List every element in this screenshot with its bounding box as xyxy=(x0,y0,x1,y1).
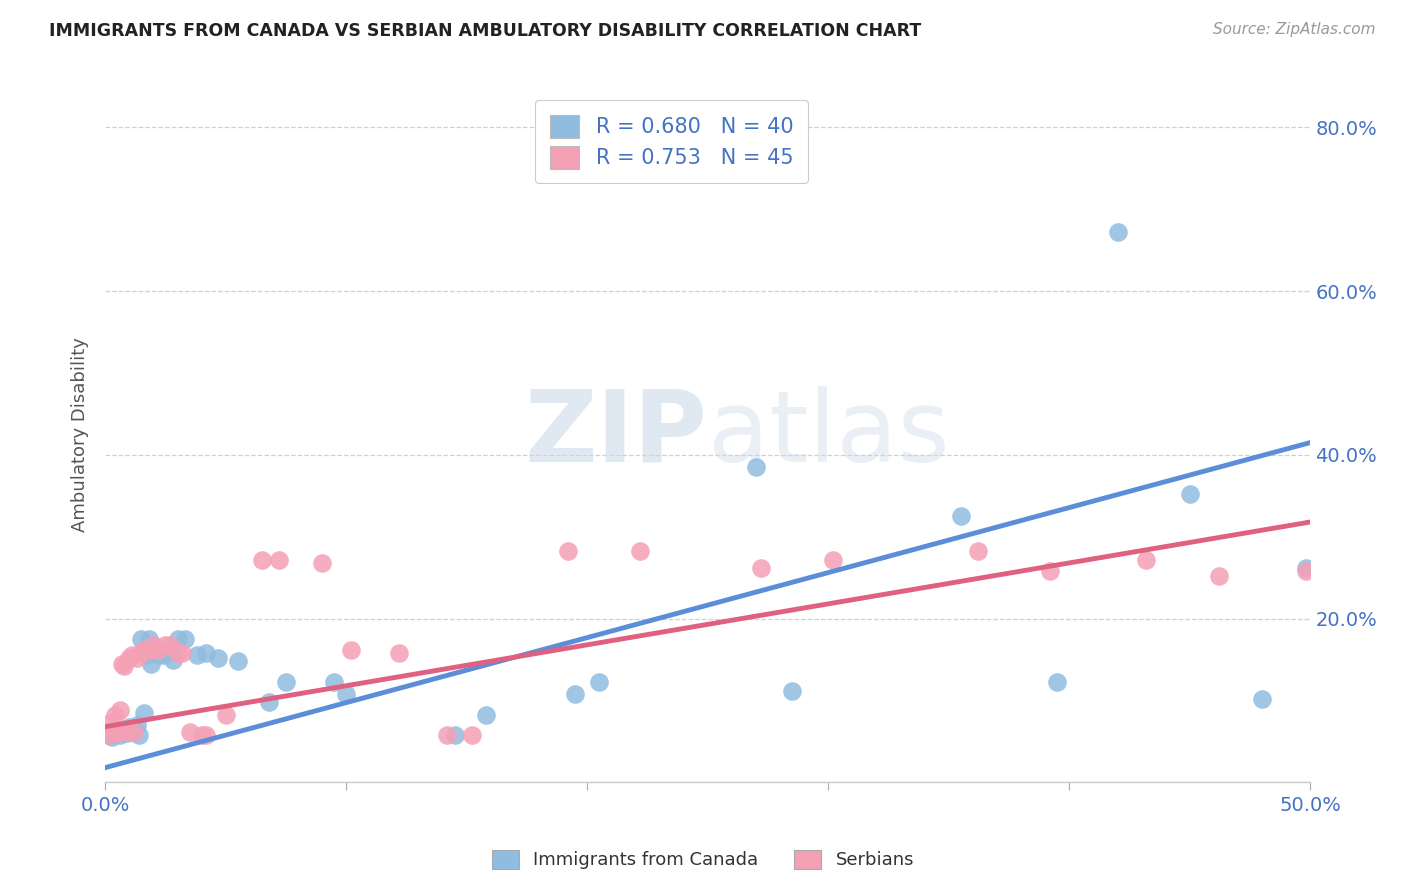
Point xyxy=(108,728,131,742)
Text: atlas: atlas xyxy=(707,386,949,483)
Point xyxy=(388,646,411,660)
Point xyxy=(190,728,212,742)
Point xyxy=(156,644,179,658)
Point xyxy=(152,648,174,663)
Point xyxy=(195,646,218,660)
Point xyxy=(148,642,170,657)
Point xyxy=(966,544,988,558)
Point xyxy=(135,642,157,657)
Point xyxy=(1107,225,1129,239)
Point xyxy=(335,687,357,701)
Y-axis label: Ambulatory Disability: Ambulatory Disability xyxy=(72,337,89,532)
Point xyxy=(340,642,363,657)
Point xyxy=(155,638,177,652)
Point xyxy=(745,460,768,475)
Point xyxy=(114,659,136,673)
Legend: Immigrants from Canada, Serbians: Immigrants from Canada, Serbians xyxy=(482,841,924,879)
Point xyxy=(98,728,121,742)
Point xyxy=(138,642,160,657)
Point xyxy=(111,724,134,739)
Point xyxy=(101,731,124,745)
Point xyxy=(159,638,181,652)
Point xyxy=(780,683,803,698)
Text: ZIP: ZIP xyxy=(524,386,707,483)
Point xyxy=(460,728,482,742)
Point xyxy=(588,675,610,690)
Point xyxy=(115,726,138,740)
Point xyxy=(97,728,120,742)
Point xyxy=(250,552,273,566)
Point xyxy=(104,708,127,723)
Point xyxy=(749,561,772,575)
Point xyxy=(105,724,128,739)
Point xyxy=(274,675,297,690)
Point xyxy=(323,675,346,690)
Point xyxy=(114,722,136,736)
Point xyxy=(121,648,143,663)
Point xyxy=(1135,552,1157,566)
Text: IMMIGRANTS FROM CANADA VS SERBIAN AMBULATORY DISABILITY CORRELATION CHART: IMMIGRANTS FROM CANADA VS SERBIAN AMBULA… xyxy=(49,22,921,40)
Point xyxy=(111,657,134,671)
Point xyxy=(148,648,170,663)
Point xyxy=(132,642,155,657)
Point xyxy=(1178,487,1201,501)
Point xyxy=(173,632,195,646)
Point xyxy=(142,638,165,652)
Point xyxy=(166,646,188,660)
Point xyxy=(195,728,218,742)
Point xyxy=(135,648,157,663)
Point xyxy=(101,724,124,739)
Point xyxy=(142,640,165,655)
Point xyxy=(1295,564,1317,578)
Point xyxy=(179,724,201,739)
Point xyxy=(475,708,498,723)
Point xyxy=(128,728,150,742)
Point xyxy=(949,509,972,524)
Point xyxy=(257,695,280,709)
Point xyxy=(1295,561,1317,575)
Point xyxy=(97,726,120,740)
Point xyxy=(98,716,121,731)
Point xyxy=(105,726,128,740)
Point xyxy=(138,632,160,646)
Point xyxy=(115,724,138,739)
Point xyxy=(162,652,184,666)
Point xyxy=(823,552,845,566)
Point xyxy=(104,726,127,740)
Point xyxy=(207,651,229,665)
Point xyxy=(125,651,148,665)
Point xyxy=(564,687,586,701)
Point xyxy=(226,654,249,668)
Point xyxy=(443,728,465,742)
Point xyxy=(121,724,143,739)
Point xyxy=(1039,564,1062,578)
Point xyxy=(132,706,155,720)
Legend: R = 0.680   N = 40, R = 0.753   N = 45: R = 0.680 N = 40, R = 0.753 N = 45 xyxy=(536,100,808,183)
Point xyxy=(557,544,579,558)
Point xyxy=(628,544,651,558)
Point xyxy=(118,651,141,665)
Point xyxy=(436,728,458,742)
Point xyxy=(108,703,131,717)
Point xyxy=(1208,569,1230,583)
Point xyxy=(118,720,141,734)
Point xyxy=(215,708,238,723)
Point xyxy=(139,657,162,671)
Point xyxy=(125,718,148,732)
Point xyxy=(267,552,290,566)
Point xyxy=(172,646,194,660)
Point xyxy=(122,722,145,736)
Text: Source: ZipAtlas.com: Source: ZipAtlas.com xyxy=(1212,22,1375,37)
Point xyxy=(311,556,333,570)
Point xyxy=(131,632,153,646)
Point xyxy=(1251,691,1274,706)
Point xyxy=(122,724,145,739)
Point xyxy=(186,648,208,663)
Point xyxy=(166,632,188,646)
Point xyxy=(1046,675,1069,690)
Point xyxy=(131,646,153,660)
